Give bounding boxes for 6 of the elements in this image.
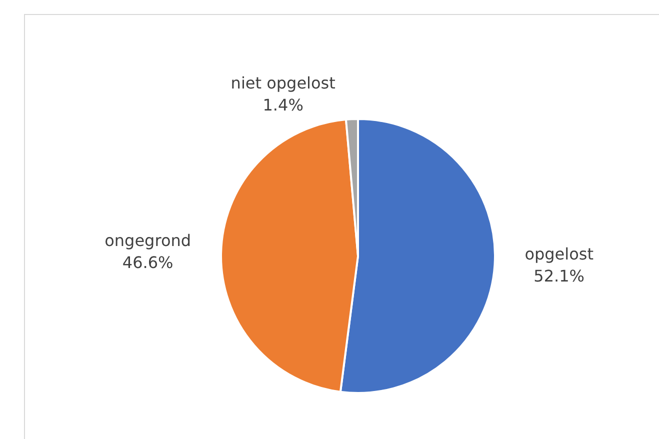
data-label: 52.1% xyxy=(534,266,584,286)
data-label: 1.4% xyxy=(262,95,304,114)
slice-label: opgelost xyxy=(524,244,594,264)
slice-label: ongegrond xyxy=(104,230,192,250)
data-label: 46.6% xyxy=(122,252,174,272)
slice-label: niet opgelost xyxy=(230,73,336,92)
